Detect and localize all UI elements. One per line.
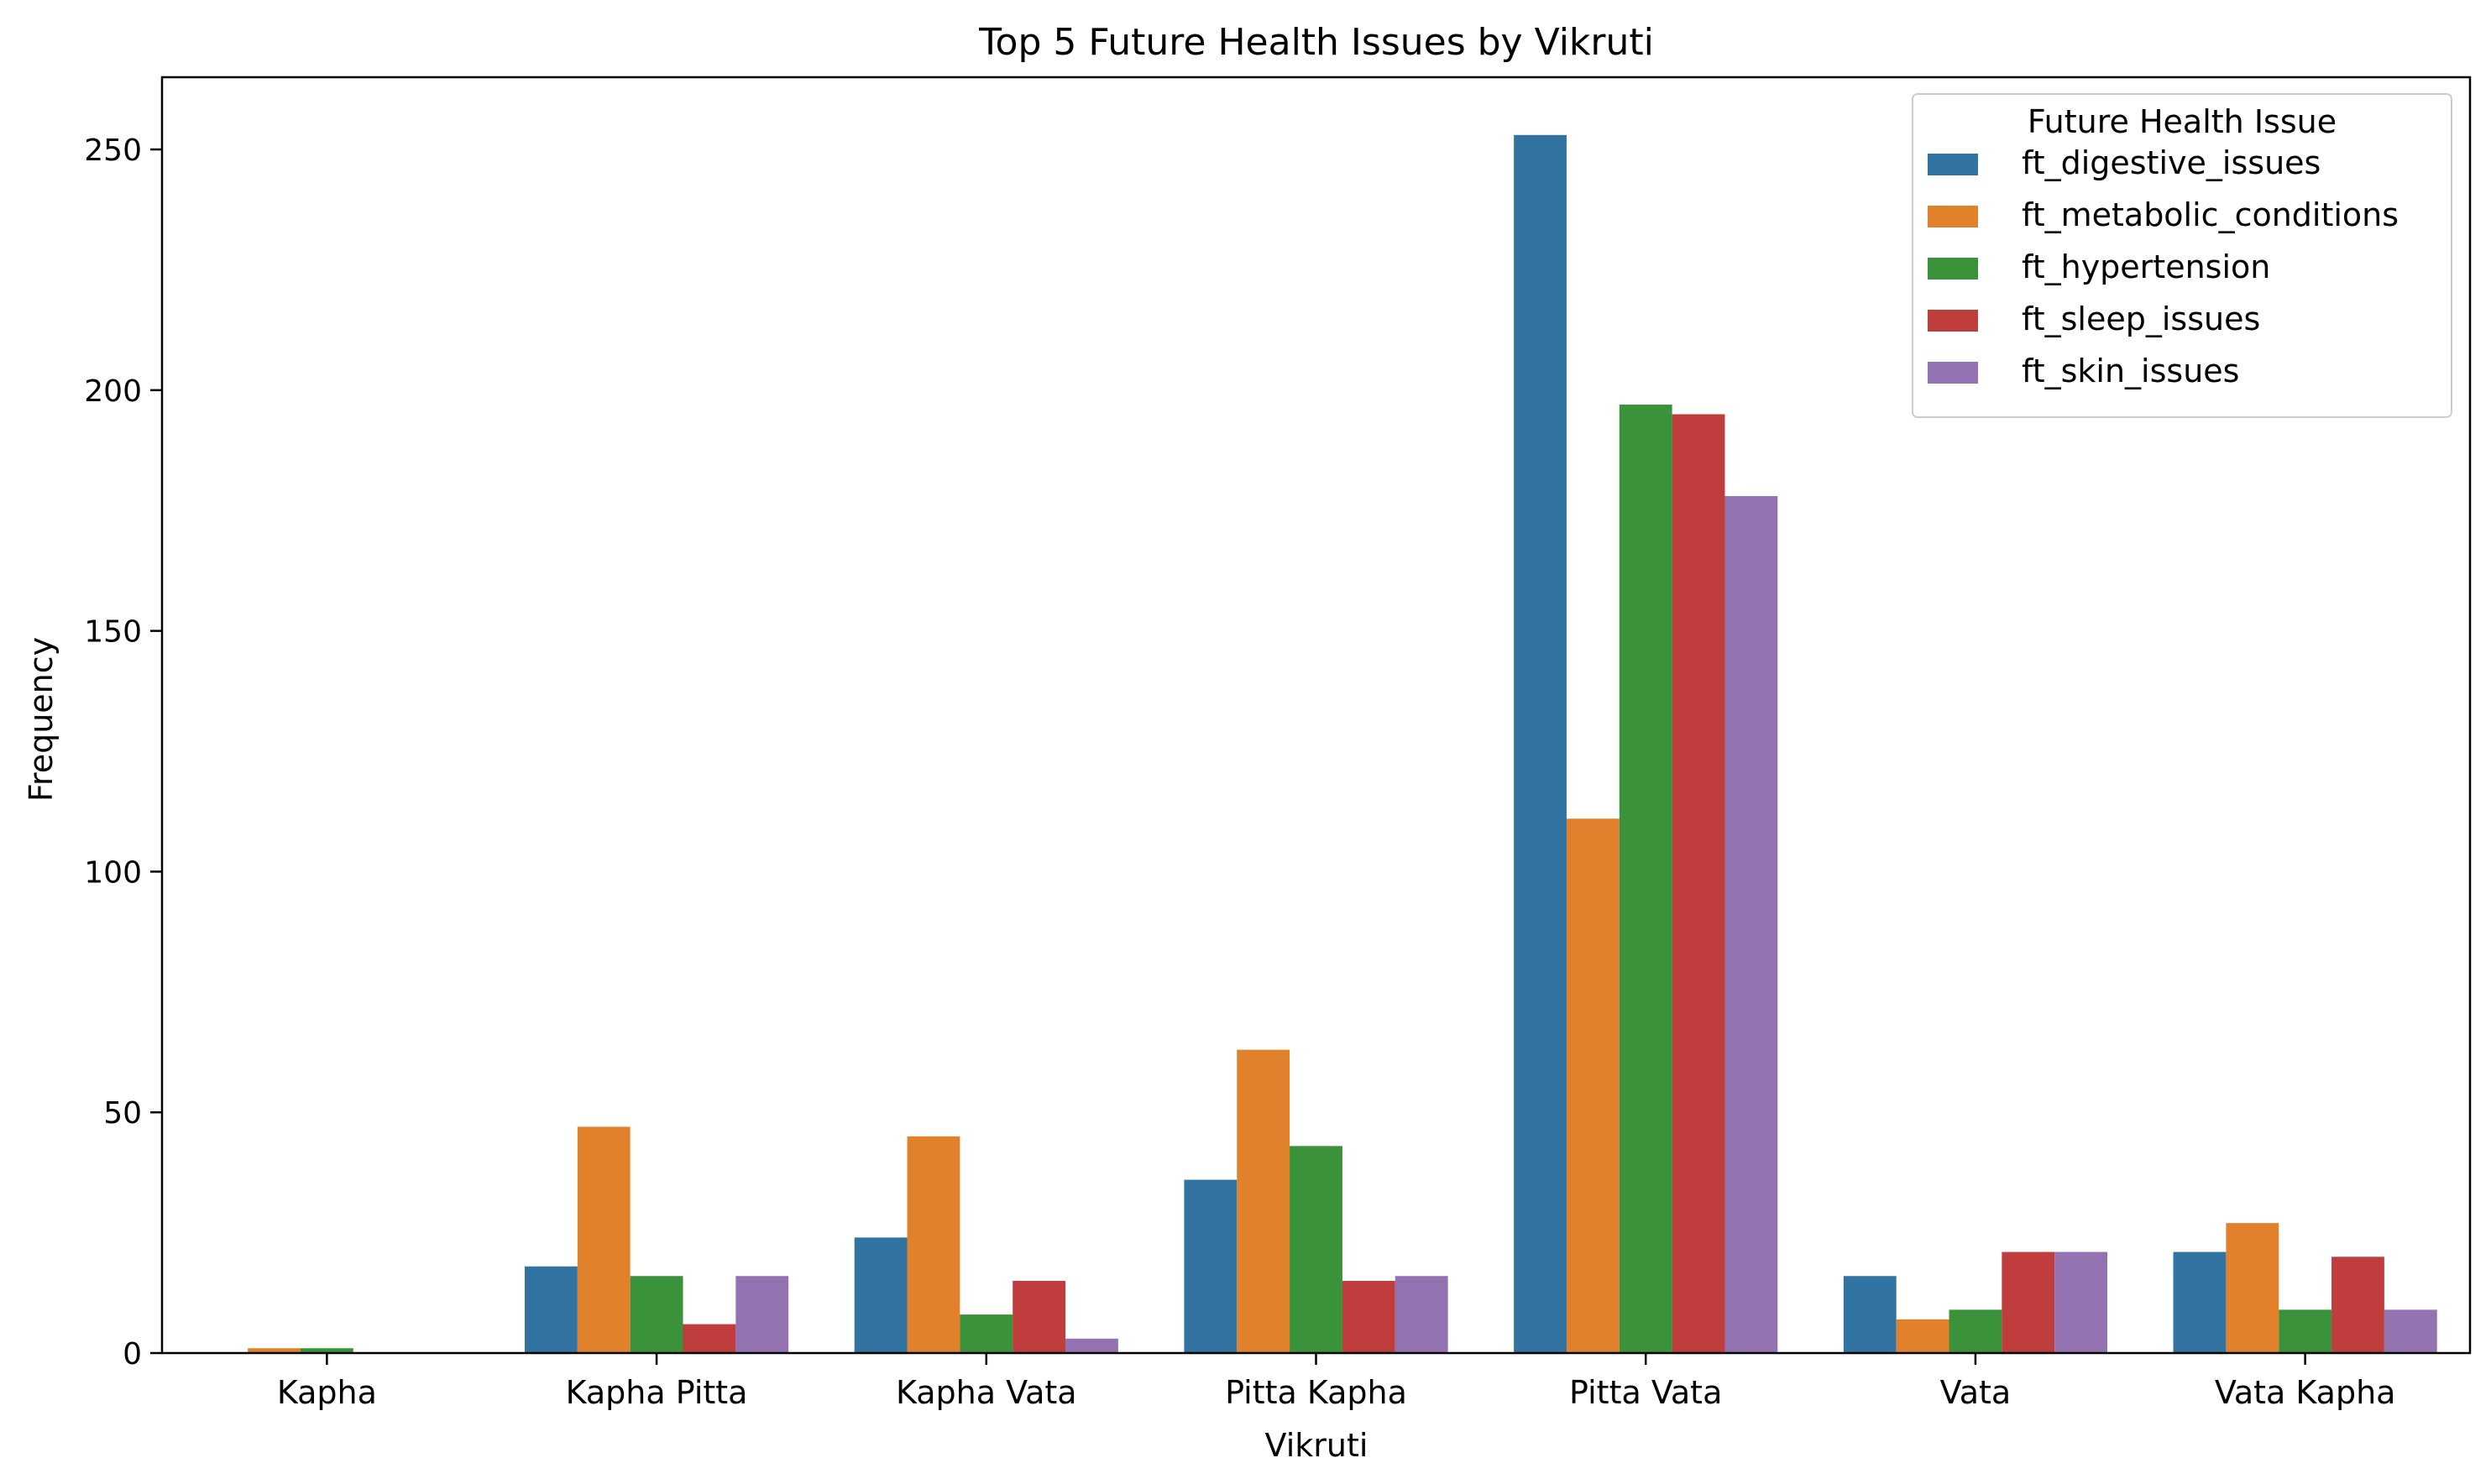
bar-ft_hypertension-vata xyxy=(1949,1309,2002,1353)
x-tick-label: Kapha xyxy=(277,1374,377,1411)
legend-swatch-ft_hypertension xyxy=(1928,258,1978,280)
x-tick-label: Kapha Pitta xyxy=(566,1374,748,1411)
y-tick-label: 250 xyxy=(84,133,142,168)
legend-swatch-ft_metabolic_conditions xyxy=(1928,206,1978,227)
bar-ft_skin_issues-vata-kapha xyxy=(2384,1309,2437,1353)
bar-ft_hypertension-pitta-vata xyxy=(1619,405,1672,1354)
y-axis: 0 50 100 150 200 250 xyxy=(84,133,162,1372)
x-tick-label: Vata xyxy=(1940,1374,2012,1411)
y-tick-label: 150 xyxy=(84,615,142,650)
x-axis-label: Vikruti xyxy=(1265,1427,1368,1464)
bar-ft_metabolic_conditions-pitta-kapha xyxy=(1237,1049,1290,1353)
y-axis-label: Frequency xyxy=(23,637,60,802)
bar-ft_hypertension-vata-kapha xyxy=(2279,1309,2332,1353)
x-axis: Kapha Kapha Pitta Kapha Vata Pitta Kapha Pit… xyxy=(277,1353,2396,1411)
x-tick-label: Pitta Vata xyxy=(1569,1374,1722,1411)
bar-ft_sleep_issues-pitta-vata xyxy=(1672,414,1725,1354)
legend-swatch-ft_digestive_issues xyxy=(1928,154,1978,175)
bar-ft_metabolic_conditions-kapha-pitta xyxy=(577,1126,631,1353)
bar-ft_metabolic_conditions-vata-kapha xyxy=(2226,1223,2279,1353)
legend-box xyxy=(1912,93,2452,418)
bar-ft_sleep_issues-vata-kapha xyxy=(2331,1257,2384,1353)
bar-ft_digestive_issues-vata xyxy=(1843,1276,1897,1353)
bar-ft_sleep_issues-vata xyxy=(2002,1251,2055,1353)
bar-ft_hypertension-kapha xyxy=(300,1348,353,1353)
plot-frame xyxy=(160,76,2472,1355)
y-tick-label: 50 xyxy=(103,1096,142,1131)
bars-layer xyxy=(248,134,2437,1354)
legend-label-ft_metabolic_conditions: ft_metabolic_conditions xyxy=(2022,196,2399,233)
bar-ft_hypertension-kapha-vata xyxy=(960,1314,1013,1353)
bar-ft_skin_issues-pitta-vata xyxy=(1724,496,1778,1353)
legend: Future Health Issue ft_digestive_issuesft… xyxy=(1912,93,2452,418)
bar-ft_skin_issues-kapha-pitta xyxy=(735,1276,789,1353)
bar-ft_metabolic_conditions-vata xyxy=(1896,1319,1949,1353)
bar-ft_metabolic_conditions-kapha xyxy=(248,1348,301,1353)
bar-ft_sleep_issues-pitta-kapha xyxy=(1342,1280,1395,1353)
legend-label-ft_sleep_issues: ft_sleep_issues xyxy=(2022,300,2260,337)
bar-ft_skin_issues-kapha-vata xyxy=(1065,1338,1118,1353)
x-tick-label: Pitta Kapha xyxy=(1225,1374,1407,1411)
legend-label-ft_skin_issues: ft_skin_issues xyxy=(2022,353,2239,389)
bar-ft_skin_issues-pitta-kapha xyxy=(1395,1276,1448,1353)
legend-swatch-ft_skin_issues xyxy=(1928,362,1978,384)
x-tick-label: Kapha Vata xyxy=(896,1374,1077,1411)
bar-ft_digestive_issues-kapha-vata xyxy=(854,1237,908,1353)
chart-title: Top 5 Future Health Issues by Vikruti xyxy=(978,21,1654,64)
bar-ft_digestive_issues-vata-kapha xyxy=(2173,1251,2227,1353)
bar-ft_hypertension-pitta-kapha xyxy=(1290,1146,1342,1353)
x-tick-label: Vata Kapha xyxy=(2215,1374,2396,1411)
y-tick-label: 0 xyxy=(123,1337,142,1372)
bar-ft_sleep_issues-kapha-vata xyxy=(1013,1280,1066,1353)
y-tick-label: 100 xyxy=(84,855,142,890)
bar-ft_metabolic_conditions-kapha-vata xyxy=(907,1136,960,1353)
legend-swatch-ft_sleep_issues xyxy=(1928,310,1978,332)
bar-ft_hypertension-kapha-pitta xyxy=(630,1276,683,1353)
bar-ft_metabolic_conditions-pitta-vata xyxy=(1566,818,1620,1353)
legend-label-ft_hypertension: ft_hypertension xyxy=(2022,248,2270,285)
y-tick-label: 200 xyxy=(84,374,142,409)
bar-ft_skin_issues-vata xyxy=(2054,1251,2108,1353)
bar-ft_digestive_issues-kapha-pitta xyxy=(524,1266,578,1353)
bar-ft_digestive_issues-pitta-vata xyxy=(1514,134,1567,1353)
legend-label-ft_digestive_issues: ft_digestive_issues xyxy=(2022,144,2321,181)
bar-ft_digestive_issues-pitta-kapha xyxy=(1184,1179,1238,1353)
bar-ft_sleep_issues-kapha-pitta xyxy=(683,1324,736,1353)
legend-title: Future Health Issue xyxy=(2028,103,2337,140)
